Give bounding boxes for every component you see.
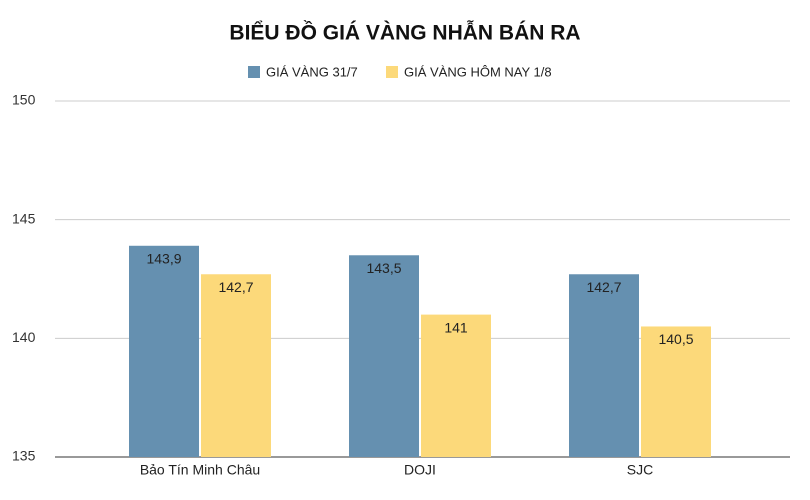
x-tick-label: DOJI xyxy=(404,462,436,478)
value-label: 140,5 xyxy=(658,331,693,347)
y-tick-label: 140 xyxy=(12,329,36,345)
legend-swatch xyxy=(386,66,398,78)
bar xyxy=(201,274,271,457)
value-label: 142,7 xyxy=(218,279,253,295)
legend-swatch xyxy=(248,66,260,78)
bar xyxy=(569,274,639,457)
bar xyxy=(641,326,711,457)
bar xyxy=(421,314,491,457)
value-label: 142,7 xyxy=(586,279,621,295)
legend-label: GIÁ VÀNG HÔM NAY 1/8 xyxy=(404,64,552,79)
bar xyxy=(129,245,199,457)
value-label: 143,9 xyxy=(146,250,181,266)
y-tick-label: 135 xyxy=(12,448,36,464)
x-tick-label: SJC xyxy=(627,462,653,478)
chart-title: BIỂU ĐỒ GIÁ VÀNG NHẪN BÁN RA xyxy=(229,21,580,45)
y-tick-label: 145 xyxy=(12,210,36,226)
y-tick-label: 150 xyxy=(12,92,36,108)
value-label: 143,5 xyxy=(366,260,401,276)
bar xyxy=(349,255,419,457)
legend-label: GIÁ VÀNG 31/7 xyxy=(266,64,358,79)
x-tick-label: Bảo Tín Minh Châu xyxy=(140,462,260,478)
value-label: 141 xyxy=(444,319,468,335)
